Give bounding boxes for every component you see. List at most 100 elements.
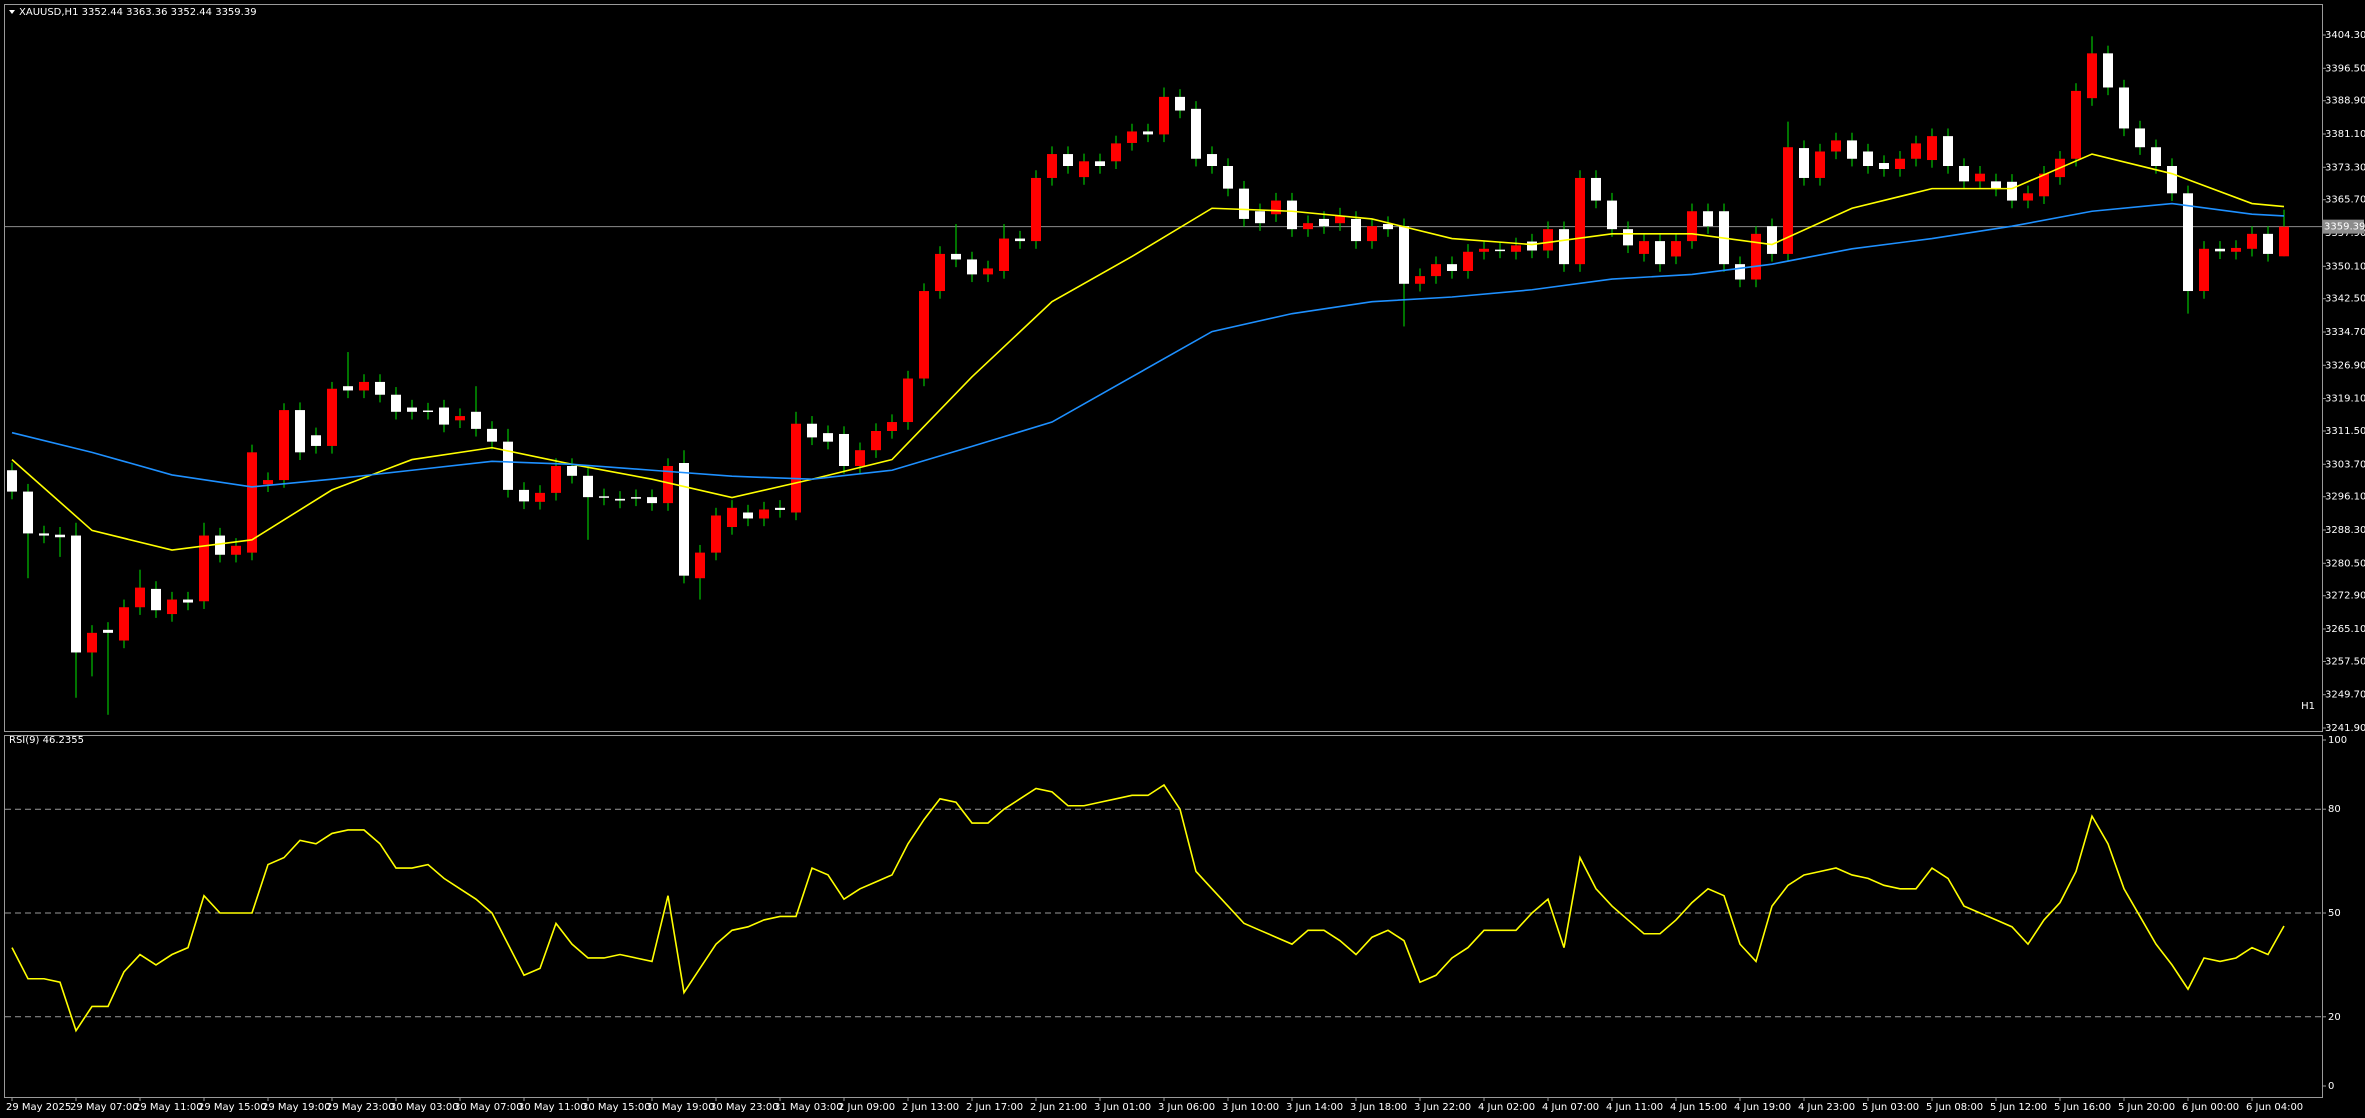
- candle-body: [647, 497, 657, 504]
- candle-body: [967, 259, 977, 275]
- candle-body: [1239, 188, 1249, 219]
- y-tick-label: 3272.90: [2325, 591, 2365, 602]
- candle-body: [919, 291, 929, 379]
- x-tick-label: 4 Jun 02:00: [1478, 1102, 1535, 1113]
- candle-body: [1511, 245, 1521, 252]
- candle-body: [1607, 200, 1617, 230]
- y-tick-label: 3319.10: [2325, 394, 2365, 405]
- candle-body: [439, 407, 449, 425]
- candle-body: [1687, 211, 1697, 242]
- candle-body: [1655, 241, 1665, 265]
- x-tick-label: 2 Jun 17:00: [966, 1102, 1023, 1113]
- candle-body: [407, 407, 417, 412]
- candle-body: [1207, 154, 1217, 167]
- candle-body: [2071, 90, 2081, 159]
- x-tick-label: 30 May 03:00: [390, 1102, 459, 1113]
- candle-body: [343, 386, 353, 391]
- x-tick-label: 5 Jun 08:00: [1926, 1102, 1983, 1113]
- candle-body: [631, 497, 641, 499]
- y-tick-label: 3326.90: [2325, 360, 2365, 371]
- candle-body: [1447, 264, 1457, 271]
- candle-body: [711, 515, 721, 553]
- x-tick-label: 2 Jun 09:00: [838, 1102, 895, 1113]
- candle-body: [1943, 136, 1953, 167]
- candle-body: [247, 452, 257, 553]
- x-tick-label: 29 May 23:00: [326, 1102, 395, 1113]
- candle-body: [1671, 241, 1681, 257]
- candle-body: [775, 507, 785, 510]
- candle-body: [1847, 140, 1857, 159]
- candle-body: [503, 441, 513, 490]
- x-tick-label: 30 May 15:00: [582, 1102, 651, 1113]
- candle-body: [983, 268, 993, 275]
- x-tick-label: 30 May 19:00: [646, 1102, 715, 1113]
- candle-body: [2023, 193, 2033, 201]
- x-tick-label: 30 May 23:00: [710, 1102, 779, 1113]
- x-tick-label: 30 May 07:00: [454, 1102, 523, 1113]
- x-tick-label: 29 May 11:00: [134, 1102, 203, 1113]
- candle-body: [423, 410, 433, 413]
- x-tick-label: 3 Jun 01:00: [1094, 1102, 1151, 1113]
- candle-body: [2167, 166, 2177, 194]
- candle-body: [1575, 177, 1585, 265]
- candle-body: [2263, 233, 2273, 254]
- y-tick-label: 80: [2328, 804, 2341, 815]
- y-tick-label: 3350.10: [2325, 261, 2365, 272]
- candle-body: [87, 632, 97, 653]
- price-panel-frame: [4, 4, 2323, 732]
- candle-body: [823, 433, 833, 442]
- last-price-label: 3359.39: [2324, 222, 2365, 233]
- candle-body: [1271, 200, 1281, 215]
- y-tick-label: 0: [2328, 1081, 2334, 1092]
- menu-icon[interactable]: [9, 10, 15, 14]
- y-tick-label: 3388.90: [2325, 96, 2365, 107]
- y-tick-label: 3303.70: [2325, 459, 2365, 470]
- y-tick-label: 3280.50: [2325, 558, 2365, 569]
- candle-body: [2039, 173, 2049, 197]
- candle-body: [1111, 143, 1121, 162]
- candle-body: [311, 435, 321, 446]
- candle-body: [519, 489, 529, 502]
- x-tick-label: 2 Jun 21:00: [1030, 1102, 1087, 1113]
- candle-body: [1959, 166, 1969, 182]
- candle-body: [231, 545, 241, 555]
- candle-body: [679, 463, 689, 576]
- candle-body: [1495, 249, 1505, 252]
- moving-average-line: [11, 153, 2285, 551]
- x-tick-label: 3 Jun 14:00: [1286, 1102, 1343, 1113]
- x-tick-label: 5 Jun 03:00: [1862, 1102, 1919, 1113]
- y-tick-label: 50: [2328, 908, 2341, 919]
- candle-body: [2135, 128, 2145, 148]
- candle-body: [455, 416, 465, 421]
- candle-body: [999, 238, 1009, 271]
- candle-body: [791, 423, 801, 513]
- x-tick-label: 6 Jun 00:00: [2182, 1102, 2239, 1113]
- y-tick-label: 20: [2328, 1012, 2341, 1023]
- candle-body: [23, 491, 33, 534]
- candle-body: [807, 423, 817, 438]
- candle-body: [1351, 218, 1361, 242]
- candle-body: [551, 465, 561, 493]
- x-tick-label: 4 Jun 19:00: [1734, 1102, 1791, 1113]
- candle-body: [1303, 223, 1313, 230]
- candle-body: [1143, 131, 1153, 135]
- candle-body: [1031, 177, 1041, 242]
- candle-body: [215, 535, 225, 555]
- candle-body: [1319, 218, 1329, 227]
- candle-body: [263, 480, 273, 485]
- candle-body: [951, 253, 961, 260]
- candle-body: [39, 533, 49, 536]
- candle-body: [2247, 233, 2257, 249]
- candle-body: [535, 492, 545, 502]
- candle-body: [1527, 241, 1537, 251]
- candle-body: [1431, 264, 1441, 277]
- candle-body: [295, 410, 305, 453]
- candle-body: [151, 588, 161, 611]
- candle-body: [135, 587, 145, 608]
- x-tick-label: 4 Jun 23:00: [1798, 1102, 1855, 1113]
- symbol-header: XAUUSD,H1 3352.44 3363.36 3352.44 3359.3…: [19, 7, 257, 18]
- moving-average-line: [11, 202, 2285, 488]
- y-tick-label: 3265.10: [2325, 624, 2365, 635]
- candle-body: [567, 465, 577, 476]
